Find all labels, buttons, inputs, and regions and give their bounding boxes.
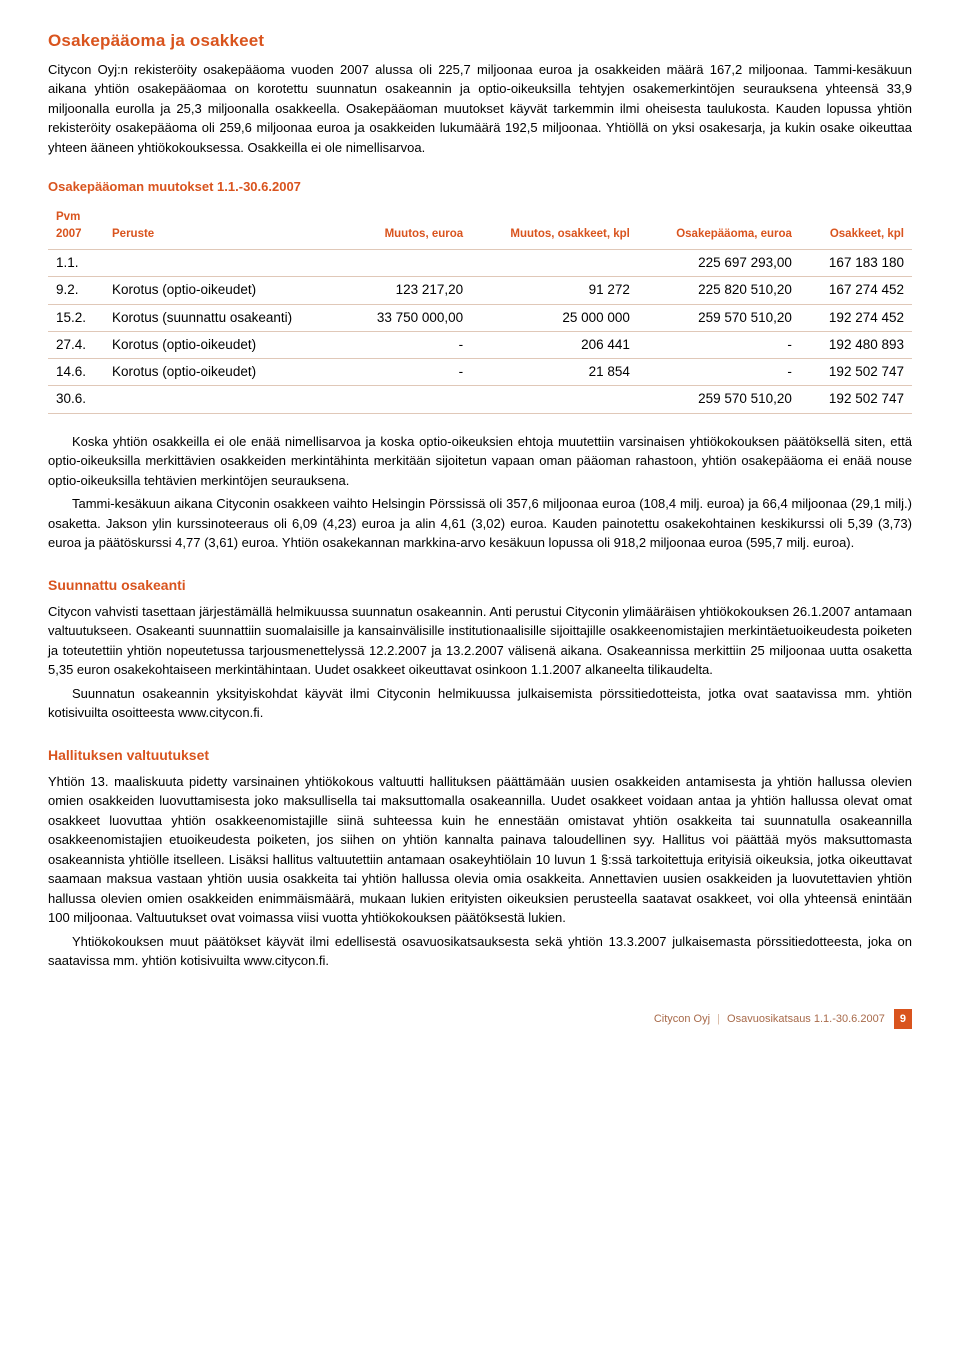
table-cell: - <box>345 359 471 386</box>
table-cell: 225 820 510,20 <box>638 277 800 304</box>
footer-company: Citycon Oyj <box>654 1013 710 1025</box>
table-cell: 192 480 893 <box>800 331 912 358</box>
col-reason: Peruste <box>104 205 345 250</box>
table-cell <box>104 386 345 413</box>
table-row: 30.6. 259 570 510,20192 502 747 <box>48 386 912 413</box>
table-cell: Korotus (suunnattu osakeanti) <box>104 304 345 331</box>
section3-p1: Yhtiön 13. maaliskuuta pidetty varsinain… <box>48 772 912 928</box>
table-row: 14.6.Korotus (optio-oikeudet)-21 854-192… <box>48 359 912 386</box>
table-cell <box>471 250 638 277</box>
table-cell: 225 697 293,00 <box>638 250 800 277</box>
col-date: Pvm 2007 <box>48 205 104 250</box>
table-cell <box>471 386 638 413</box>
section2-p1: Citycon vahvisti tasettaan järjestämällä… <box>48 602 912 680</box>
table-cell: 259 570 510,20 <box>638 304 800 331</box>
table-title: Osakepääoman muutokset 1.1.-30.6.2007 <box>48 177 912 197</box>
table-cell: 91 272 <box>471 277 638 304</box>
table-cell: 15.2. <box>48 304 104 331</box>
table-cell: 9.2. <box>48 277 104 304</box>
table-cell: 192 274 452 <box>800 304 912 331</box>
table-cell: 14.6. <box>48 359 104 386</box>
table-cell: 33 750 000,00 <box>345 304 471 331</box>
table-row: 1.1. 225 697 293,00167 183 180 <box>48 250 912 277</box>
table-cell: 21 854 <box>471 359 638 386</box>
col-capital-eur: Osakepääoma, euroa <box>638 205 800 250</box>
section-title-share-capital: Osakepääoma ja osakkeet <box>48 28 912 54</box>
table-cell: 27.4. <box>48 331 104 358</box>
table-row: 9.2.Korotus (optio-oikeudet)123 217,2091… <box>48 277 912 304</box>
page-footer: Citycon Oyj | Osavuosikatsaus 1.1.-30.6.… <box>48 1009 912 1030</box>
table-cell: 167 274 452 <box>800 277 912 304</box>
table-row: 15.2.Korotus (suunnattu osakeanti)33 750… <box>48 304 912 331</box>
col-shares-total: Osakkeet, kpl <box>800 205 912 250</box>
table-cell: 167 183 180 <box>800 250 912 277</box>
table-cell: 123 217,20 <box>345 277 471 304</box>
footer-separator: | <box>717 1013 720 1025</box>
table-cell: 1.1. <box>48 250 104 277</box>
share-capital-changes-table: Pvm 2007 Peruste Muutos, euroa Muutos, o… <box>48 205 912 414</box>
table-cell: Korotus (optio-oikeudet) <box>104 331 345 358</box>
col-change-eur: Muutos, euroa <box>345 205 471 250</box>
section3-p2: Yhtiökokouksen muut päätökset käyvät ilm… <box>48 932 912 971</box>
col-change-shares: Muutos, osakkeet, kpl <box>471 205 638 250</box>
section2-p2: Suunnatun osakeannin yksityiskohdat käyv… <box>48 684 912 723</box>
section-title-board-auth: Hallituksen valtuutukset <box>48 745 912 766</box>
table-cell: Korotus (optio-oikeudet) <box>104 277 345 304</box>
table-cell: 25 000 000 <box>471 304 638 331</box>
table-cell: - <box>345 331 471 358</box>
table-cell: - <box>638 359 800 386</box>
section1-paragraph: Citycon Oyj:n rekisteröity osakepääoma v… <box>48 60 912 158</box>
table-cell <box>104 250 345 277</box>
table-cell: 30.6. <box>48 386 104 413</box>
table-cell: 259 570 510,20 <box>638 386 800 413</box>
footer-page-number: 9 <box>894 1009 912 1030</box>
table-cell: Korotus (optio-oikeudet) <box>104 359 345 386</box>
table-cell: 206 441 <box>471 331 638 358</box>
table-cell <box>345 250 471 277</box>
table-cell <box>345 386 471 413</box>
table-cell: 192 502 747 <box>800 386 912 413</box>
footer-doc: Osavuosikatsaus 1.1.-30.6.2007 <box>727 1013 885 1025</box>
table-cell: - <box>638 331 800 358</box>
after-table-p1: Koska yhtiön osakkeilla ei ole enää nime… <box>48 432 912 491</box>
table-cell: 192 502 747 <box>800 359 912 386</box>
after-table-p2: Tammi-kesäkuun aikana Cityconin osakkeen… <box>48 494 912 553</box>
table-header-row: Pvm 2007 Peruste Muutos, euroa Muutos, o… <box>48 205 912 250</box>
section-title-directed-issue: Suunnattu osakeanti <box>48 575 912 596</box>
table-row: 27.4.Korotus (optio-oikeudet)-206 441-19… <box>48 331 912 358</box>
